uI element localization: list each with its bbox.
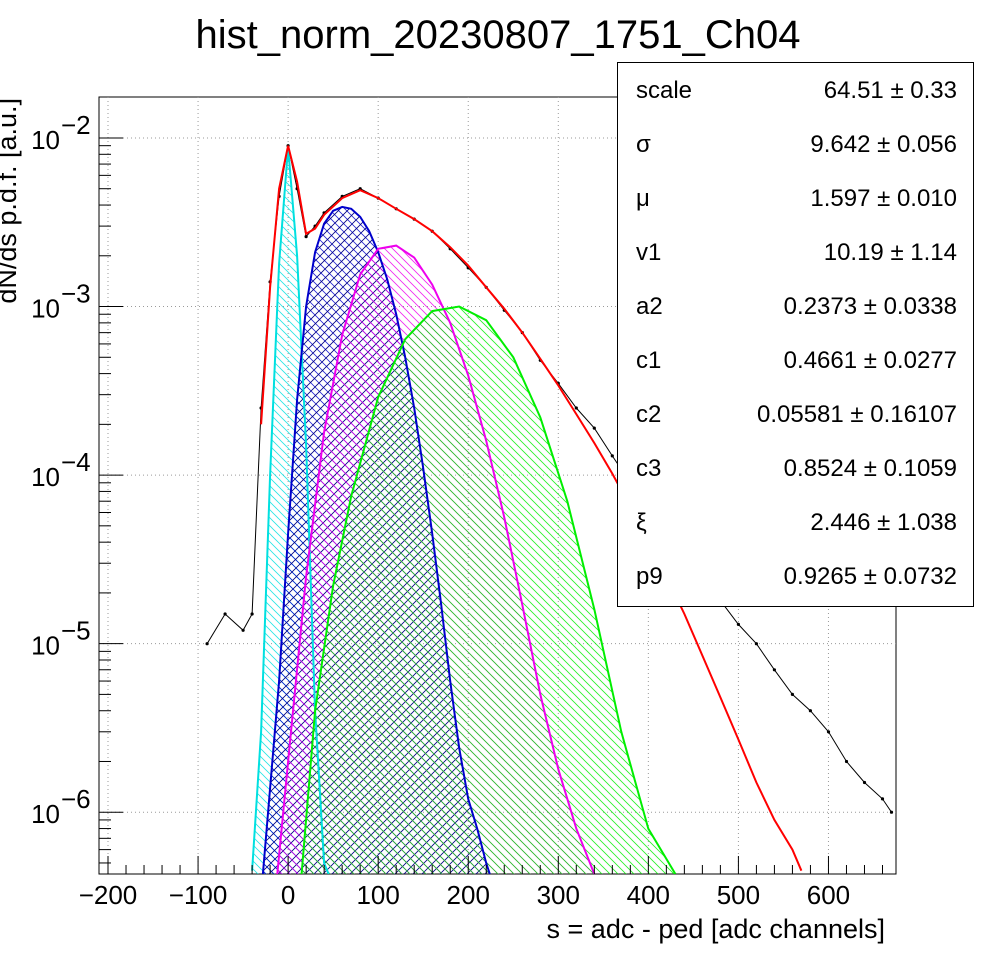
x-tick-label: 600 [807, 880, 850, 910]
stat-row: c1 0.4661 ± 0.0277 [618, 333, 973, 387]
stat-name: v1 [636, 239, 662, 266]
stat-row: c2 0.05581 ± 0.16107 [618, 387, 973, 441]
stat-row: scale 64.51 ± 0.33 [618, 63, 973, 117]
data-point [754, 642, 759, 646]
fit-parameter-box: scale 64.51 ± 0.33 σ 9.642 ± 0.056 μ 1.597 ± … [617, 62, 974, 607]
stat-value: 0.9265 ± 0.0732 [783, 563, 957, 590]
component-fill-5 [301, 306, 676, 874]
y-tick-exponent: −4 [61, 447, 91, 477]
x-tick-label: 500 [717, 880, 760, 910]
y-axis-label: dN/ds p.d.f. [a.u.] [0, 98, 22, 304]
stat-name: p9 [636, 563, 663, 590]
stat-name: μ [636, 185, 650, 212]
stat-value: 0.8524 ± 0.1059 [783, 455, 957, 482]
data-point [205, 642, 209, 646]
data-point [610, 454, 614, 458]
x-tick-label: 0 [281, 880, 295, 910]
data-point [304, 235, 308, 239]
data-point [592, 426, 596, 430]
stat-value: 2.446 ± 1.038 [810, 509, 957, 536]
x-tick-label: 400 [627, 880, 670, 910]
y-tick-base: 10 [31, 631, 60, 661]
data-point [844, 759, 849, 764]
stat-row: ξ 2.446 ± 1.038 [618, 495, 973, 549]
stat-value: 64.51 ± 0.33 [823, 77, 957, 104]
stat-row: a2 0.2373 ± 0.0338 [618, 279, 973, 333]
x-tick-label: 200 [447, 880, 490, 910]
stat-name: ξ [636, 509, 647, 536]
data-point [862, 780, 867, 785]
x-tick-label: −100 [169, 880, 228, 910]
stat-name: c3 [636, 455, 662, 482]
y-tick-label: 10 [31, 294, 60, 324]
stat-value: 0.4661 ± 0.0277 [783, 347, 957, 374]
data-point [880, 797, 885, 801]
stat-name: σ [636, 131, 651, 158]
data-point [772, 668, 777, 672]
chart-title: hist_norm_20230807_1751_Ch04 [196, 13, 801, 57]
y-tick-exponent: −6 [61, 784, 91, 814]
data-point [250, 612, 254, 616]
stat-value: 1.597 ± 0.010 [810, 185, 957, 212]
data-point [808, 709, 813, 713]
component-curve-4 [276, 244, 596, 874]
data-point [889, 810, 894, 814]
stat-row: σ 9.642 ± 0.056 [618, 117, 973, 171]
data-point [241, 628, 245, 632]
x-tick-label: 300 [537, 880, 580, 910]
component-curve-5 [300, 305, 677, 874]
y-tick-exponent: −3 [61, 279, 91, 309]
series-layer [205, 144, 894, 874]
stat-value: 0.2373 ± 0.0338 [783, 293, 957, 320]
stat-name: scale [636, 77, 693, 104]
stat-row: c3 0.8524 ± 0.1059 [618, 441, 973, 495]
stat-row: p9 0.9265 ± 0.0732 [618, 549, 973, 603]
x-axis-label: s = adc - ped [adc channels] [547, 914, 885, 944]
component-curve-3 [261, 205, 491, 874]
stat-name: c1 [636, 347, 662, 374]
stat-value: 0.05581 ± 0.16107 [756, 401, 957, 428]
data-point [574, 406, 578, 410]
y-tick-label: 10 [31, 799, 60, 829]
y-tick-label: 10 [31, 631, 60, 661]
y-tick-base: 10 [31, 799, 60, 829]
fit-curve [260, 145, 803, 872]
y-tick-exponent: −5 [61, 616, 91, 646]
data-point [826, 730, 831, 734]
stat-row: v1 10.19 ± 1.14 [618, 225, 973, 279]
y-tick-label: 10 [31, 462, 60, 492]
x-tick-label: 100 [356, 880, 399, 910]
stat-value: 10.19 ± 1.14 [823, 239, 957, 266]
y-tick-base: 10 [31, 125, 60, 155]
stat-name: a2 [636, 293, 663, 320]
x-tick-label: −200 [79, 880, 138, 910]
y-tick-exponent: −2 [61, 110, 91, 140]
stat-value: 9.642 ± 0.056 [810, 131, 957, 158]
y-tick-base: 10 [31, 462, 60, 492]
y-tick-base: 10 [31, 294, 60, 324]
stat-name: c2 [636, 401, 662, 428]
component-curve-2 [251, 147, 330, 874]
stat-row: μ 1.597 ± 0.010 [618, 171, 973, 225]
y-tick-label: 10 [31, 125, 60, 155]
data-point [790, 692, 795, 697]
data-point [736, 622, 741, 627]
data-point [223, 612, 227, 616]
